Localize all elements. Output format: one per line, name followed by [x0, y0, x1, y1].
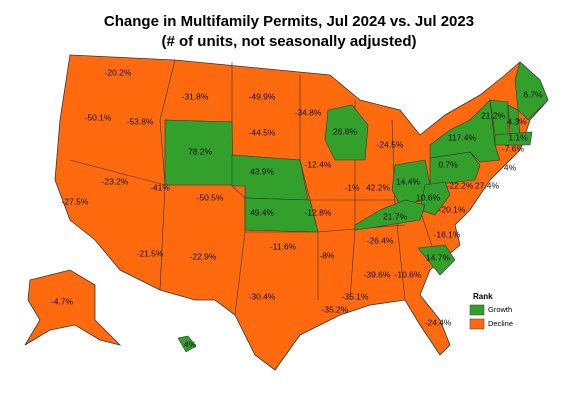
legend-label: Decline: [488, 319, 513, 328]
title: Change in Multifamily Permits, Jul 2024 …: [104, 13, 474, 30]
legend-title: Rank: [473, 292, 493, 301]
region-label: -7.6%: [502, 143, 525, 153]
region-label: -21.5%: [137, 248, 164, 258]
region-label: -53.8%: [127, 116, 154, 126]
region-shape: [354, 199, 426, 231]
region-label: -50.1%: [85, 112, 112, 122]
region-label: -8%: [319, 250, 335, 260]
regions: [24, 54, 549, 371]
region-label: 14.7%: [426, 252, 451, 262]
region-label: 4%: [184, 339, 197, 349]
region-label: 78.2%: [188, 146, 213, 156]
region-shape: [244, 197, 319, 233]
region-label: -22.9%: [190, 251, 217, 261]
region-label: -4.7%: [51, 296, 74, 306]
region-labels: -20.2% -50.1% -53.8% -31.8% -49.9% -34.8% 78.2…: [51, 67, 543, 349]
region-shape: [177, 335, 197, 353]
region-shape: [324, 104, 369, 161]
region-label: -10.6%: [395, 269, 422, 279]
region-label: -35.1%: [342, 291, 369, 301]
state-border: [159, 59, 176, 291]
region-label: 21.2%: [481, 110, 506, 120]
region-shape: [417, 244, 456, 276]
region-label: 4.3%: [507, 116, 527, 126]
region-label: -39.6%: [364, 269, 391, 279]
region-label: -23.2%: [102, 176, 129, 186]
region-label: 117.4%: [448, 132, 477, 142]
region-label: 42.2%: [366, 182, 391, 192]
region-label: -44.5%: [249, 127, 276, 137]
legend-swatch: [469, 318, 485, 330]
alaska: [24, 269, 122, 346]
region-label: -12.8%: [305, 207, 332, 217]
region-label: -27.5%: [62, 196, 89, 206]
region-label: -49.9%: [249, 91, 276, 101]
region-label: -41%: [150, 182, 170, 192]
region-label: -30.4%: [249, 291, 276, 301]
region-label: -24.5%: [377, 139, 404, 149]
region-label: 43.9%: [250, 166, 275, 176]
region-label: 27.4%: [475, 180, 500, 190]
region-label: -35.2%: [322, 304, 349, 314]
region-label: -16.1%: [434, 229, 461, 239]
region-label: 1.1%: [508, 132, 528, 142]
region-label: 4%: [504, 162, 517, 172]
legend-label: Growth: [488, 305, 512, 314]
region-label: -26.4%: [367, 235, 394, 245]
region-label: 21.7%: [383, 211, 408, 221]
region-shape: [514, 61, 549, 121]
region-label: 10.6%: [416, 192, 441, 202]
region-label: -34.8%: [295, 107, 322, 117]
region-label: -11.6%: [270, 241, 297, 251]
region-label: -50.5%: [197, 192, 224, 202]
region-label: -20.1%: [439, 204, 466, 214]
region-label: 26.8%: [333, 126, 358, 136]
subtitle: (# of units, not seasonally adjusted): [161, 33, 416, 50]
region-label: -24.4%: [425, 317, 452, 327]
legend: Rank Growth Decline: [469, 292, 513, 330]
region-label: 14.4%: [396, 176, 421, 186]
region-label: -20.2%: [105, 67, 132, 77]
region-label: -22.2%: [447, 180, 474, 190]
state-border: [69, 159, 166, 186]
region-shape: [429, 99, 501, 163]
region-label: -31.8%: [182, 91, 209, 101]
region-label: 0.7%: [438, 159, 458, 169]
region-label: -1%: [344, 182, 360, 192]
region-label: 49.4%: [250, 207, 275, 217]
region-shape: [494, 131, 533, 146]
legend-swatch: [469, 304, 485, 316]
region-label: 6.7%: [523, 89, 543, 99]
region-label: -12.4%: [305, 159, 332, 169]
